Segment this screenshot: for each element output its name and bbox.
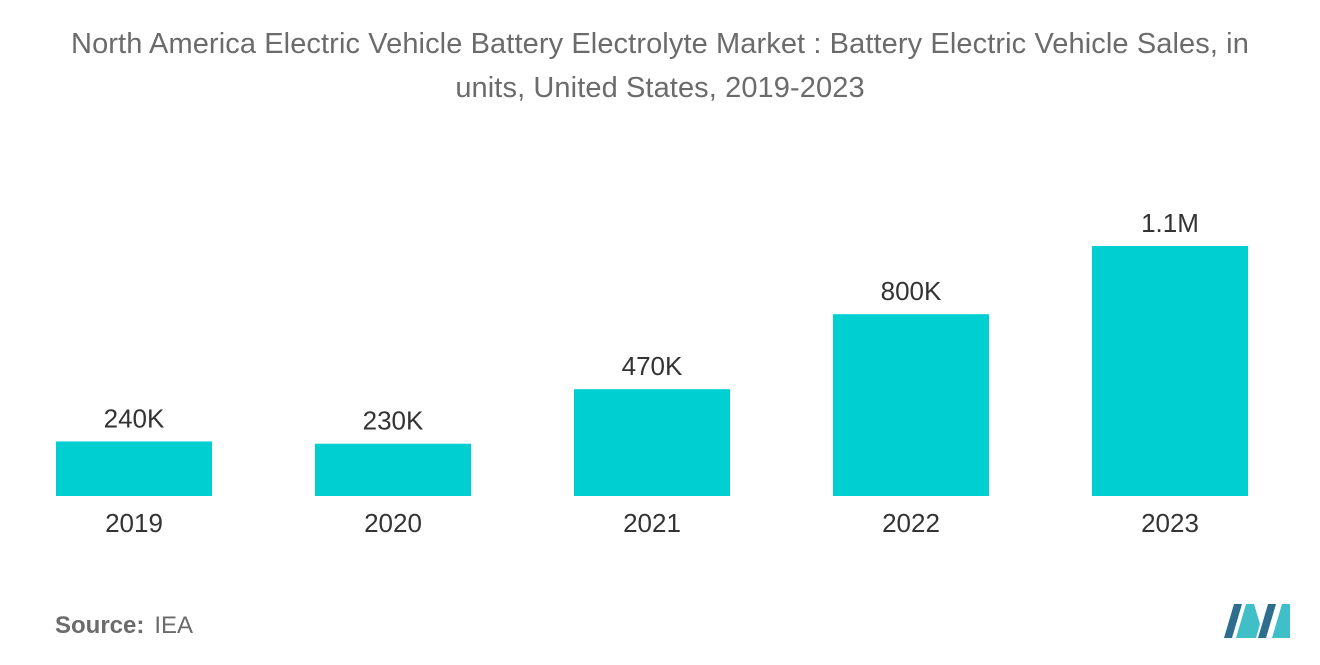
- x-tick-label-2019: 2019: [105, 508, 163, 538]
- brand-logo-icon: [1224, 604, 1290, 638]
- bar-value-label-2020: 230K: [363, 406, 424, 436]
- bar-2021: [574, 389, 730, 496]
- source-label: Source:: [55, 612, 145, 639]
- logo-right-shape: [1258, 604, 1276, 638]
- x-tick-label-2022: 2022: [882, 508, 940, 538]
- x-tick-label-2021: 2021: [623, 508, 681, 538]
- logo-left-shape: [1224, 604, 1242, 638]
- value-labels-layer: 240K 230K 470K 800K 1.1M: [104, 208, 1199, 436]
- logo-middle-shape: [1236, 604, 1260, 638]
- logo-end-shape: [1272, 604, 1290, 638]
- x-tick-label-2020: 2020: [364, 508, 422, 538]
- bar-value-label-2023: 1.1M: [1141, 208, 1199, 238]
- x-tick-label-2023: 2023: [1141, 508, 1199, 538]
- x-tick-labels: 2019 2020 2021 2022 2023: [105, 508, 1199, 538]
- bars-layer: [56, 246, 1248, 496]
- bar-2023: [1092, 246, 1248, 496]
- chart-title: North America Electric Vehicle Battery E…: [0, 22, 1320, 110]
- source-note: Source: IEA: [55, 612, 193, 640]
- bar-value-label-2021: 470K: [622, 351, 683, 381]
- chart-title-line-1: North America Electric Vehicle Battery E…: [71, 28, 1249, 60]
- bar-value-label-2022: 800K: [881, 276, 942, 306]
- chart-title-line-2: units, United States, 2019-2023: [455, 72, 865, 104]
- bar-value-label-2019: 240K: [104, 403, 165, 433]
- bar-2022: [833, 314, 989, 496]
- source-value: IEA: [154, 612, 194, 639]
- bar-2019: [56, 441, 212, 496]
- bar-2020: [315, 443, 471, 496]
